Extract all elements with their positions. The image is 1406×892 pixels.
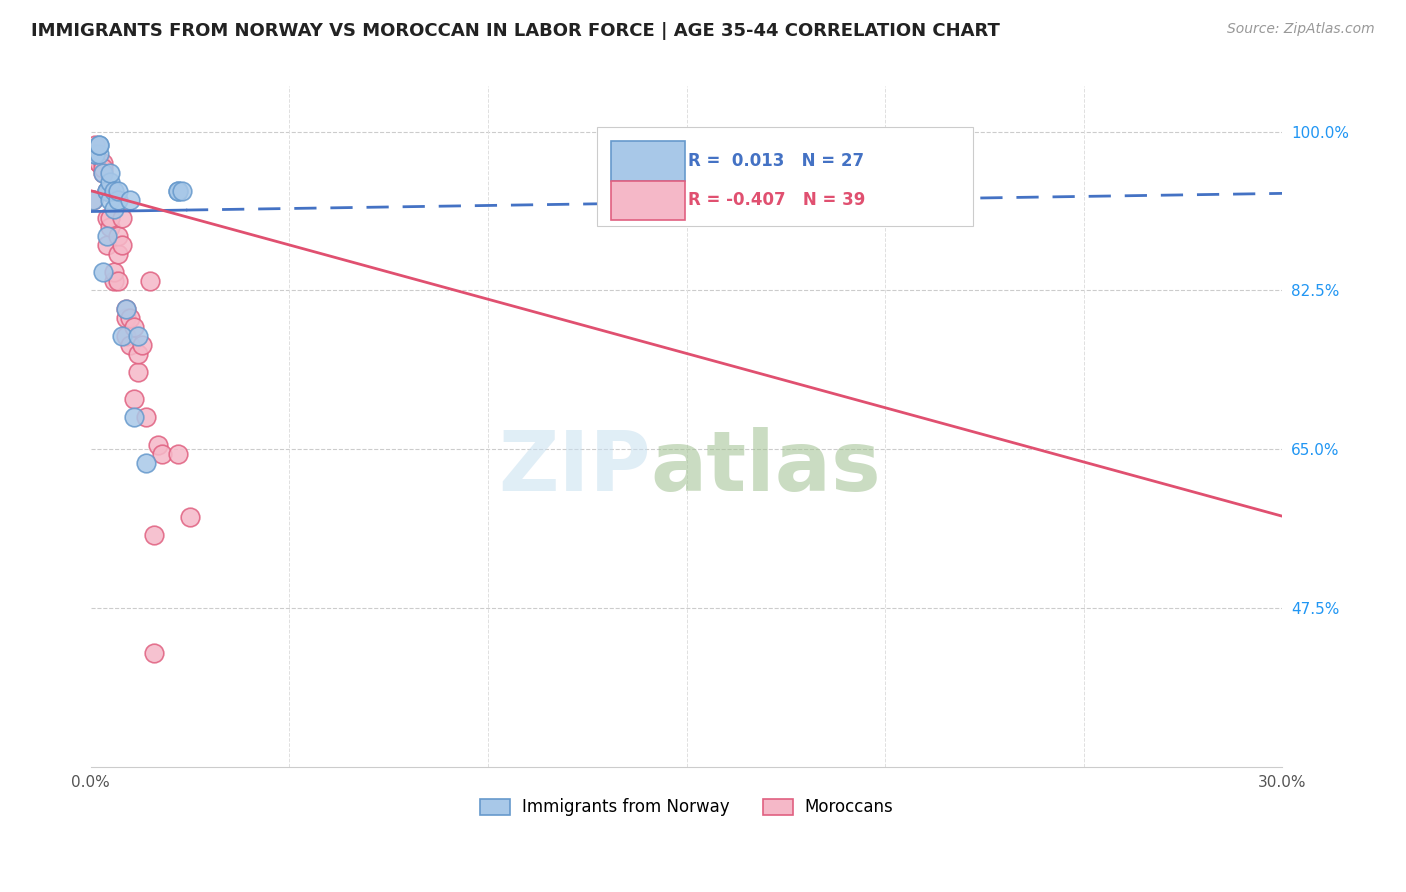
Point: [87, 156, 110, 170]
Point: [115, 310, 138, 325]
FancyBboxPatch shape: [598, 128, 973, 226]
Point: [135, 410, 157, 425]
Text: IMMIGRANTS FROM NORWAY VS MOROCCAN IN LABOR FORCE | AGE 35-44 CORRELATION CHART: IMMIGRANTS FROM NORWAY VS MOROCCAN IN LA…: [31, 22, 1000, 40]
Point: [135, 456, 157, 470]
Point: [111, 238, 134, 252]
Point: [100, 219, 122, 234]
Point: [143, 528, 166, 542]
Text: ZIP: ZIP: [498, 426, 651, 508]
Point: [96, 184, 118, 198]
Point: [120, 193, 142, 207]
Point: [96, 211, 118, 225]
Text: Source: ZipAtlas.com: Source: ZipAtlas.com: [1227, 22, 1375, 37]
Point: [83, 147, 105, 161]
Point: [87, 147, 110, 161]
Point: [87, 138, 110, 153]
Point: [115, 328, 138, 343]
Point: [150, 447, 173, 461]
Point: [100, 165, 122, 179]
Point: [167, 184, 190, 198]
Point: [120, 310, 142, 325]
Point: [83, 138, 105, 153]
Point: [82, 193, 104, 207]
Point: [83, 147, 105, 161]
Point: [96, 184, 118, 198]
Text: atlas: atlas: [651, 426, 882, 508]
Point: [127, 365, 149, 379]
Point: [167, 184, 190, 198]
Point: [103, 184, 125, 198]
Point: [143, 646, 166, 660]
Point: [111, 328, 134, 343]
Point: [115, 301, 138, 316]
FancyBboxPatch shape: [612, 180, 685, 220]
Point: [96, 238, 118, 252]
Point: [107, 193, 129, 207]
Point: [103, 202, 125, 216]
Point: [103, 265, 125, 279]
Point: [91, 265, 114, 279]
Point: [96, 229, 118, 244]
Point: [131, 338, 153, 352]
Point: [120, 338, 142, 352]
Point: [103, 274, 125, 288]
Point: [124, 392, 146, 407]
Point: [170, 184, 193, 198]
Point: [139, 274, 162, 288]
Point: [100, 211, 122, 225]
Point: [107, 229, 129, 244]
Point: [91, 165, 114, 179]
Point: [91, 156, 114, 170]
Point: [87, 138, 110, 153]
Text: R =  0.013   N = 27: R = 0.013 N = 27: [688, 153, 863, 170]
Point: [127, 328, 149, 343]
Point: [83, 147, 105, 161]
Point: [179, 510, 201, 524]
Point: [107, 184, 129, 198]
FancyBboxPatch shape: [612, 142, 685, 181]
Point: [127, 347, 149, 361]
Point: [107, 247, 129, 261]
Point: [100, 193, 122, 207]
Point: [91, 165, 114, 179]
Legend: Immigrants from Norway, Moroccans: Immigrants from Norway, Moroccans: [474, 791, 900, 822]
Point: [100, 184, 122, 198]
Point: [167, 447, 190, 461]
Point: [124, 410, 146, 425]
Point: [87, 156, 110, 170]
Point: [91, 161, 114, 175]
Point: [115, 301, 138, 316]
Point: [107, 274, 129, 288]
Point: [96, 184, 118, 198]
Point: [146, 437, 169, 451]
Point: [100, 175, 122, 189]
Text: R = -0.407   N = 39: R = -0.407 N = 39: [688, 191, 865, 210]
Point: [82, 193, 104, 207]
Point: [111, 211, 134, 225]
Point: [124, 319, 146, 334]
